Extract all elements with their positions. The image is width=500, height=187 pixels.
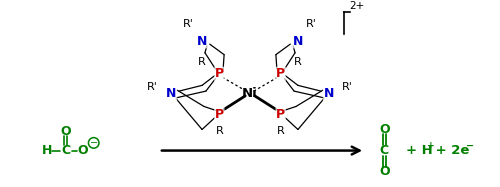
Text: −: − (90, 138, 98, 148)
Text: R': R' (147, 82, 158, 92)
Text: R': R' (183, 19, 194, 29)
Text: H: H (42, 144, 52, 157)
Text: P: P (276, 67, 285, 80)
Text: 2+: 2+ (349, 1, 364, 11)
Text: +: + (428, 141, 435, 150)
Text: O: O (78, 144, 88, 157)
Text: C: C (380, 144, 389, 157)
Text: P: P (215, 108, 224, 121)
Text: C: C (62, 144, 70, 157)
Text: N: N (166, 88, 176, 100)
Text: R: R (294, 57, 302, 67)
Text: O: O (379, 165, 390, 178)
Text: N: N (197, 35, 207, 48)
Text: R': R' (306, 19, 317, 29)
Text: R: R (198, 57, 206, 67)
Text: R: R (277, 126, 284, 136)
Text: P: P (276, 108, 285, 121)
Text: −: − (466, 141, 474, 151)
Text: + 2e: + 2e (431, 144, 470, 157)
Text: Ni: Ni (242, 88, 258, 100)
Text: O: O (379, 123, 390, 136)
Text: P: P (215, 67, 224, 80)
Text: O: O (60, 125, 71, 138)
Text: N: N (293, 35, 303, 48)
Text: N: N (324, 88, 334, 100)
Text: R': R' (342, 82, 353, 92)
Text: R: R (216, 126, 223, 136)
Text: + H: + H (406, 144, 433, 157)
